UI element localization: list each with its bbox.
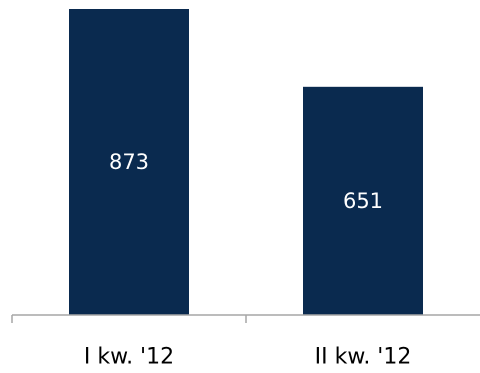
bar-value-label-1: 651: [343, 189, 383, 213]
x-tick-label-1: II kw. '12: [315, 345, 412, 370]
x-tick-label-0: I kw. '12: [84, 345, 174, 370]
bar-0: [69, 9, 189, 315]
bar-1: [303, 86, 423, 316]
bar-value-label-0: 873: [109, 150, 149, 174]
